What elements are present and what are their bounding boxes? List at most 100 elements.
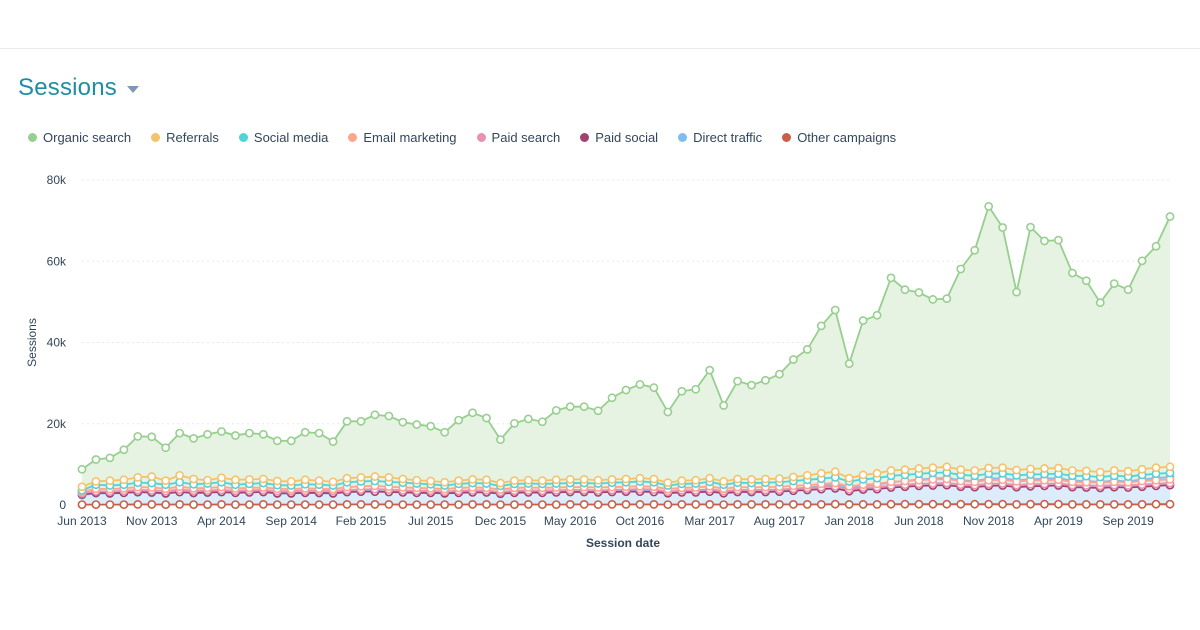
data-point-organic-search	[844, 359, 854, 369]
x-tick-label: Jan 2018	[824, 514, 874, 528]
data-point-other-campaigns	[398, 500, 408, 509]
data-point-referrals	[300, 475, 310, 485]
data-point-organic-search	[691, 384, 701, 394]
data-point-organic-search	[468, 408, 477, 418]
data-point-referrals	[105, 476, 115, 486]
data-point-referrals	[816, 468, 826, 478]
data-point-organic-search	[1165, 212, 1175, 221]
data-point-referrals	[523, 475, 533, 485]
legend-item-email-marketing[interactable]: Email marketing	[348, 130, 457, 145]
legend-item-paid-search[interactable]: Paid search	[476, 130, 560, 145]
data-point-organic-search	[370, 410, 380, 420]
data-point-other-campaigns	[914, 499, 924, 509]
data-point-organic-search	[970, 245, 980, 255]
data-point-organic-search	[426, 421, 436, 431]
data-point-other-campaigns	[1026, 499, 1035, 509]
data-point-organic-search	[551, 405, 561, 415]
data-point-other-campaigns	[607, 499, 617, 509]
data-point-organic-search	[677, 386, 687, 396]
legend-item-other-campaigns[interactable]: Other campaigns	[782, 130, 896, 145]
data-point-organic-search	[510, 418, 519, 428]
data-point-organic-search	[1151, 241, 1161, 251]
legend-swatch	[782, 133, 792, 142]
report-title-dropdown[interactable]: Sessions	[18, 74, 139, 102]
data-point-organic-search	[328, 437, 338, 447]
caret-down-icon[interactable]	[126, 85, 139, 93]
legend-item-referrals[interactable]: Referrals	[151, 130, 219, 145]
data-point-organic-search	[928, 295, 938, 304]
data-point-organic-search	[747, 380, 756, 390]
data-point-organic-search	[621, 385, 631, 395]
data-point-organic-search	[231, 431, 240, 440]
x-tick-label: Nov 2013	[126, 514, 178, 528]
area-fill-organic-search	[82, 206, 1170, 505]
data-point-other-campaigns	[258, 499, 268, 509]
data-point-referrals	[621, 474, 631, 484]
data-point-referrals	[579, 475, 589, 484]
data-point-referrals	[1123, 466, 1133, 476]
data-point-other-campaigns	[496, 500, 505, 509]
data-point-organic-search	[998, 223, 1008, 232]
data-point-organic-search	[523, 414, 533, 424]
data-point-organic-search	[733, 376, 742, 386]
data-point-referrals	[802, 470, 812, 480]
page-title: Sessions	[18, 74, 117, 101]
y-tick-label: 60k	[47, 254, 67, 268]
data-point-organic-search	[161, 443, 171, 453]
data-point-referrals	[858, 470, 868, 480]
data-point-referrals	[286, 477, 296, 486]
data-point-organic-search	[1137, 256, 1147, 266]
data-point-organic-search	[105, 453, 115, 463]
data-point-referrals	[314, 476, 324, 486]
data-point-other-campaigns	[356, 499, 366, 509]
legend-item-paid-social[interactable]: Paid social	[580, 130, 658, 145]
data-point-organic-search	[1081, 276, 1091, 286]
data-point-organic-search	[872, 310, 882, 320]
data-point-referrals	[1151, 463, 1161, 473]
data-point-other-campaigns	[510, 500, 519, 509]
data-point-other-campaigns	[872, 499, 882, 509]
data-point-referrals	[984, 463, 994, 473]
data-point-organic-search	[593, 406, 603, 416]
x-tick-label: Apr 2019	[1034, 514, 1083, 528]
data-point-other-campaigns	[203, 500, 212, 509]
data-point-other-campaigns	[1054, 499, 1063, 509]
data-point-organic-search	[203, 429, 212, 439]
legend-item-direct-traffic[interactable]: Direct traffic	[678, 130, 762, 145]
data-point-referrals	[1109, 466, 1119, 475]
x-tick-label: May 2016	[544, 514, 597, 528]
data-point-other-campaigns	[147, 499, 157, 509]
data-point-referrals	[258, 474, 268, 484]
legend-item-social-media[interactable]: Social media	[238, 130, 329, 145]
data-point-organic-search	[537, 417, 547, 427]
data-point-referrals	[788, 472, 798, 482]
legend-label: Organic search	[43, 130, 132, 145]
data-point-organic-search	[635, 379, 645, 389]
data-point-other-campaigns	[468, 499, 477, 509]
data-point-other-campaigns	[649, 499, 659, 509]
data-point-organic-search	[1026, 222, 1035, 232]
data-point-referrals	[189, 474, 198, 484]
legend-item-organic-search[interactable]: Organic search	[28, 130, 131, 145]
legend-label: Social media	[253, 130, 329, 145]
data-point-organic-search	[788, 355, 798, 364]
data-point-other-campaigns	[217, 499, 226, 509]
data-point-other-campaigns	[900, 499, 910, 509]
x-tick-label: Mar 2017	[684, 514, 735, 528]
data-point-organic-search	[189, 433, 198, 443]
data-point-referrals	[412, 475, 422, 485]
data-point-other-campaigns	[286, 500, 296, 509]
data-point-organic-search	[942, 294, 952, 304]
data-point-referrals	[147, 472, 157, 481]
data-point-other-campaigns	[412, 500, 422, 509]
data-point-organic-search	[1040, 236, 1049, 246]
data-point-referrals	[649, 474, 659, 484]
data-point-organic-search	[300, 427, 310, 437]
x-tick-label: Sep 2014	[266, 514, 318, 528]
data-point-referrals	[384, 472, 394, 482]
data-point-organic-search	[705, 365, 715, 375]
data-point-referrals	[830, 467, 840, 477]
data-point-referrals	[663, 478, 673, 488]
data-point-referrals	[342, 473, 352, 483]
data-point-organic-search	[77, 464, 87, 474]
